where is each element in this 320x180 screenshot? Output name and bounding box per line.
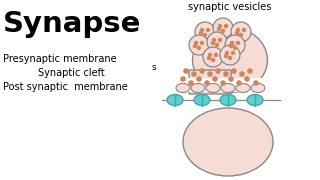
Circle shape	[203, 33, 207, 37]
Circle shape	[211, 58, 215, 62]
Circle shape	[221, 29, 225, 33]
Circle shape	[218, 24, 222, 28]
Circle shape	[191, 71, 197, 77]
Ellipse shape	[183, 108, 273, 176]
Circle shape	[235, 31, 239, 35]
Ellipse shape	[194, 94, 210, 105]
Ellipse shape	[206, 84, 220, 93]
Circle shape	[199, 31, 203, 35]
Ellipse shape	[221, 84, 235, 93]
Circle shape	[220, 45, 240, 65]
Circle shape	[215, 43, 219, 47]
Circle shape	[229, 44, 233, 48]
Circle shape	[188, 80, 194, 86]
Circle shape	[233, 46, 237, 50]
Circle shape	[231, 51, 235, 55]
Circle shape	[215, 68, 221, 74]
Circle shape	[225, 35, 245, 55]
Circle shape	[247, 68, 253, 74]
Circle shape	[224, 54, 228, 58]
Circle shape	[225, 51, 229, 55]
Text: Synapse: Synapse	[3, 10, 141, 38]
Circle shape	[204, 80, 210, 86]
Circle shape	[228, 76, 234, 82]
Text: s: s	[152, 62, 156, 71]
Ellipse shape	[193, 28, 268, 93]
Circle shape	[197, 46, 201, 50]
Circle shape	[193, 44, 197, 48]
Circle shape	[212, 76, 218, 82]
Circle shape	[236, 28, 240, 32]
Circle shape	[183, 68, 189, 74]
Ellipse shape	[220, 94, 236, 105]
Circle shape	[236, 41, 240, 45]
Circle shape	[230, 41, 234, 45]
Text: Presynaptic membrane: Presynaptic membrane	[3, 54, 116, 64]
Circle shape	[207, 56, 211, 60]
Text: synaptic vesicles: synaptic vesicles	[188, 2, 271, 12]
Circle shape	[203, 47, 223, 67]
Circle shape	[242, 28, 246, 32]
Text: Post synaptic  membrane: Post synaptic membrane	[3, 82, 128, 92]
Circle shape	[207, 32, 227, 52]
Circle shape	[213, 18, 233, 38]
Circle shape	[196, 76, 202, 82]
Ellipse shape	[247, 94, 263, 105]
Circle shape	[228, 56, 232, 60]
Circle shape	[239, 33, 243, 37]
Circle shape	[212, 38, 216, 42]
Ellipse shape	[191, 84, 205, 93]
Circle shape	[189, 35, 209, 55]
Circle shape	[236, 80, 242, 86]
Circle shape	[231, 22, 251, 42]
Circle shape	[211, 41, 215, 45]
Circle shape	[214, 53, 218, 57]
Circle shape	[223, 71, 229, 77]
Circle shape	[239, 71, 245, 77]
Circle shape	[244, 76, 250, 82]
Bar	[160, 78, 270, 92]
Circle shape	[200, 41, 204, 45]
Circle shape	[231, 68, 237, 74]
Circle shape	[253, 80, 259, 86]
Ellipse shape	[236, 84, 250, 93]
FancyBboxPatch shape	[189, 70, 231, 94]
Circle shape	[180, 76, 186, 82]
Ellipse shape	[176, 84, 190, 93]
Circle shape	[200, 28, 204, 32]
Circle shape	[195, 22, 215, 42]
Circle shape	[207, 71, 213, 77]
Circle shape	[217, 27, 221, 31]
Ellipse shape	[167, 94, 183, 105]
Circle shape	[224, 24, 228, 28]
Circle shape	[220, 80, 226, 86]
Circle shape	[208, 53, 212, 57]
Ellipse shape	[251, 84, 265, 93]
Circle shape	[218, 38, 222, 42]
Circle shape	[194, 41, 198, 45]
Circle shape	[206, 28, 210, 32]
Circle shape	[199, 68, 205, 74]
Text: Synaptic cleft: Synaptic cleft	[38, 68, 105, 78]
